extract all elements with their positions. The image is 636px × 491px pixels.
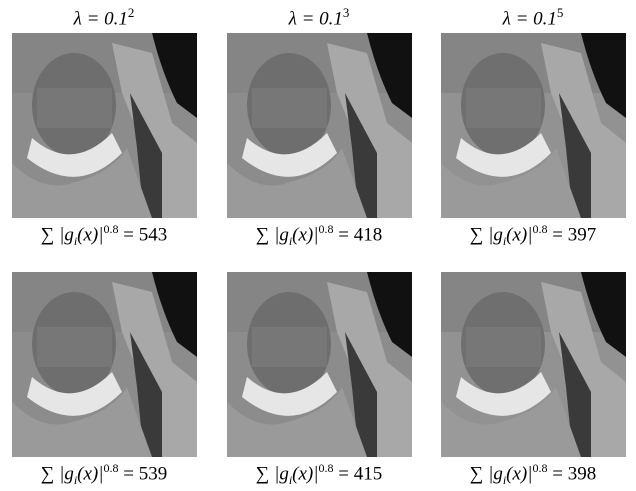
equals: = [338,463,349,484]
argument: (x)| [292,224,318,245]
caption: ∑ |gi(x)|0.8 = 418 [214,222,424,249]
image [12,33,197,218]
caption: ∑ |gi(x)|0.8 = 543 [0,222,209,249]
term: |g [59,463,74,484]
caption: ∑ |gi(x)|0.8 = 415 [214,461,424,488]
term: |g [59,224,74,245]
image [227,33,412,218]
sum-symbol: ∑ [470,224,484,245]
image [441,272,626,457]
caption: ∑ |gi(x)|0.8 = 539 [0,461,209,488]
term: |g [274,224,289,245]
term: |g [274,463,289,484]
equals: = [123,224,134,245]
argument: (x)| [77,463,103,484]
sum-symbol: ∑ [41,463,55,484]
exponent: 0.8 [318,222,333,236]
column-header: λ = 0.12 [0,5,209,30]
value: 397 [568,224,597,245]
figure: λ = 0.12λ = 0.13λ = 0.15 ∑ |gi(x)|0.8 = … [0,0,636,491]
value: 415 [354,463,383,484]
term: |g [488,224,503,245]
equals: = [338,224,349,245]
sum-symbol: ∑ [41,224,55,245]
sum-symbol: ∑ [256,224,270,245]
argument: (x)| [292,463,318,484]
lambda-label: λ = 0.1 [289,8,343,29]
value: 539 [139,463,168,484]
exponent: 0.8 [532,222,547,236]
column-header: λ = 0.13 [214,5,424,30]
sum-symbol: ∑ [256,463,270,484]
value: 398 [568,463,597,484]
value: 418 [354,224,383,245]
term: |g [488,463,503,484]
caption: ∑ |gi(x)|0.8 = 397 [428,222,636,249]
exponent: 0.8 [103,461,118,475]
sum-symbol: ∑ [470,463,484,484]
exponent: 0.8 [103,222,118,236]
value: 543 [139,224,168,245]
exponent: 0.8 [318,461,333,475]
lambda-exponent: 5 [557,5,564,20]
equals: = [552,224,563,245]
lambda-exponent: 3 [343,5,350,20]
exponent: 0.8 [532,461,547,475]
lambda-exponent: 2 [128,5,135,20]
image [227,272,412,457]
lambda-label: λ = 0.1 [74,8,128,29]
caption: ∑ |gi(x)|0.8 = 398 [428,461,636,488]
lambda-label: λ = 0.1 [503,8,557,29]
argument: (x)| [77,224,103,245]
argument: (x)| [506,463,532,484]
column-header: λ = 0.15 [428,5,636,30]
image [12,272,197,457]
equals: = [552,463,563,484]
equals: = [123,463,134,484]
argument: (x)| [506,224,532,245]
image [441,33,626,218]
